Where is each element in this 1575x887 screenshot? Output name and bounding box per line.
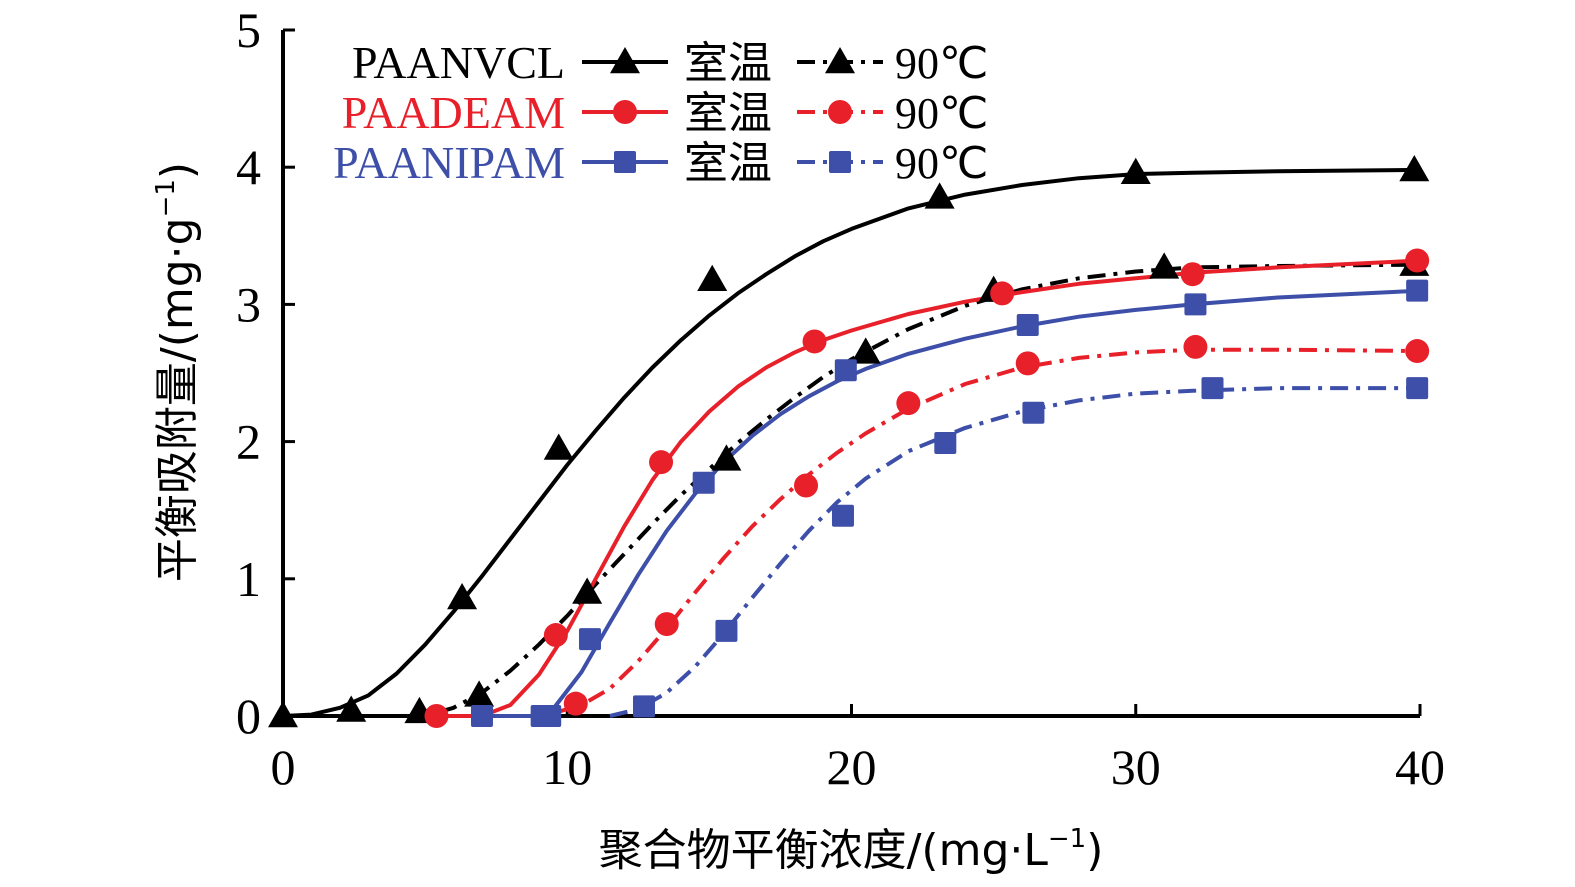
square-marker	[831, 504, 854, 527]
x-axis-title-text: 聚合物平衡浓度/(mg·L	[599, 825, 1049, 876]
legend-hot-label: 90℃	[895, 139, 988, 188]
x-axis-title-sup: −1	[1048, 824, 1086, 854]
legend-polymer-label: PAANIPAM	[333, 137, 565, 188]
x-axis-title: 聚合物平衡浓度/(mg·L−1)	[599, 824, 1104, 876]
x-tick-label: 0	[271, 739, 296, 795]
triangle-marker	[924, 182, 955, 209]
triangle-marker	[711, 444, 742, 471]
legend: PAANVCL 室温 90℃ PAADEAM 室温 90℃ PAANIPAM 室温 90℃	[333, 37, 988, 189]
square-marker	[539, 705, 562, 727]
x-tick-label: 30	[1111, 739, 1161, 795]
circle-marker	[1405, 339, 1430, 364]
circle-marker	[543, 623, 568, 648]
square-marker	[1201, 377, 1224, 400]
square-marker	[632, 695, 655, 718]
circle-marker	[1180, 262, 1205, 287]
triangle-marker	[543, 433, 574, 460]
circle-marker	[794, 473, 819, 498]
x-tick-label: 10	[542, 739, 592, 795]
y-tick-label: 1	[236, 551, 261, 607]
triangle-marker	[1120, 157, 1151, 184]
triangle-marker	[610, 47, 640, 74]
circle-marker	[828, 100, 852, 124]
y-axis-title: 平衡吸附量/(mg·g−1)	[151, 162, 203, 582]
square-marker	[1184, 293, 1207, 316]
square-marker	[715, 619, 738, 642]
series-line	[282, 167, 1421, 718]
triangle-marker	[1149, 252, 1180, 279]
square-marker	[834, 359, 857, 382]
legend-polymer-label: PAANVCL	[352, 37, 565, 88]
triangle-marker	[464, 680, 495, 707]
y-tick-label: 4	[236, 139, 261, 195]
circle-marker	[1183, 334, 1208, 359]
square-marker	[578, 628, 601, 651]
circle-marker	[1405, 248, 1430, 273]
legend-hot-label: 90℃	[895, 89, 988, 138]
legend-polymer-label: PAADEAM	[342, 87, 565, 138]
square-marker	[1022, 401, 1045, 424]
series-line	[482, 288, 1421, 718]
y-tick-label: 2	[236, 414, 261, 470]
y-axis-title-text: 平衡吸附量/(mg·g	[152, 217, 203, 582]
legend-hot-label: 90℃	[895, 39, 988, 88]
circle-marker	[802, 329, 827, 354]
x-tick-label: 40	[1395, 739, 1445, 795]
circle-marker	[563, 691, 588, 716]
square-marker	[934, 431, 957, 454]
circle-marker	[1015, 351, 1040, 376]
circle-marker	[613, 100, 637, 124]
series-line	[609, 386, 1420, 718]
square-marker	[614, 151, 636, 173]
circle-marker	[654, 612, 679, 637]
legend-room-label: 室温	[684, 38, 772, 89]
circle-marker	[990, 281, 1015, 306]
triangle-marker	[1399, 154, 1430, 182]
square-marker	[1406, 377, 1429, 400]
triangle-marker	[572, 577, 603, 604]
series-line	[552, 347, 1421, 716]
square-marker	[1406, 279, 1429, 302]
triangle-marker	[447, 583, 478, 610]
series-markers	[268, 154, 1430, 728]
y-tick-label: 0	[236, 688, 261, 744]
x-tick-label: 20	[827, 739, 877, 795]
y-axis-title-sup: −1	[151, 179, 181, 217]
circle-marker	[649, 450, 674, 475]
circle-marker	[896, 391, 921, 416]
square-marker	[470, 705, 493, 727]
y-tick-label: 3	[236, 276, 261, 332]
triangle-marker	[697, 264, 728, 291]
square-marker	[692, 471, 715, 494]
triangle-marker	[825, 47, 855, 74]
series-line	[438, 262, 1421, 714]
triangle-marker	[268, 701, 298, 728]
y-tick-label: 5	[236, 2, 261, 58]
triangle-marker	[850, 337, 881, 364]
square-marker	[1016, 313, 1039, 336]
legend-room-label: 室温	[684, 138, 772, 189]
legend-room-label: 室温	[684, 88, 772, 139]
triangle-marker	[336, 695, 367, 722]
circle-marker	[424, 704, 449, 728]
square-marker	[829, 151, 851, 173]
series-lines	[282, 167, 1421, 718]
x-axis-title-tail: )	[1086, 825, 1103, 876]
y-axis-title-tail: )	[152, 162, 203, 179]
